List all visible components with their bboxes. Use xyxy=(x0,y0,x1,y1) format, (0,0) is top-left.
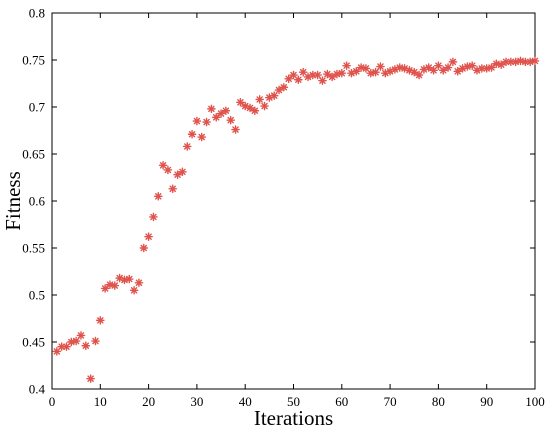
data-point xyxy=(52,347,62,356)
data-point xyxy=(76,331,86,340)
y-tick-label: 0.8 xyxy=(29,6,45,21)
data-point xyxy=(487,63,496,72)
x-tick-label: 90 xyxy=(480,394,493,409)
data-point xyxy=(207,104,216,114)
data-point xyxy=(429,66,438,75)
data-point xyxy=(81,341,91,351)
data-point xyxy=(100,284,110,293)
data-point xyxy=(289,70,298,80)
x-tick-label: 50 xyxy=(287,394,300,409)
data-point xyxy=(327,72,337,82)
y-tick-label: 0.6 xyxy=(29,194,46,209)
data-point xyxy=(221,106,231,116)
data-point xyxy=(134,278,144,288)
data-markers xyxy=(52,56,540,383)
y-tick-label: 0.45 xyxy=(22,335,45,350)
data-point xyxy=(124,274,134,284)
data-point xyxy=(318,76,327,85)
data-point xyxy=(448,57,458,67)
x-tick-label: 80 xyxy=(432,394,445,409)
data-point xyxy=(467,61,477,70)
data-point xyxy=(351,66,361,76)
data-point xyxy=(250,106,260,116)
data-point xyxy=(163,165,173,175)
data-point xyxy=(414,70,424,80)
data-point xyxy=(260,101,269,111)
data-point xyxy=(521,57,530,67)
data-point xyxy=(434,61,443,70)
data-point xyxy=(71,336,81,346)
data-point xyxy=(192,116,202,126)
data-point xyxy=(182,142,192,151)
data-point xyxy=(110,281,120,290)
data-point xyxy=(501,57,511,67)
data-point xyxy=(371,67,380,77)
data-point xyxy=(530,56,540,66)
data-point xyxy=(337,68,347,78)
data-point xyxy=(279,82,289,92)
data-point xyxy=(86,374,95,383)
data-point xyxy=(255,95,264,104)
data-point xyxy=(178,167,187,177)
data-point xyxy=(91,336,100,346)
data-point xyxy=(129,286,139,295)
data-point xyxy=(274,85,284,95)
data-point xyxy=(342,61,351,70)
data-point xyxy=(236,97,245,107)
data-point xyxy=(226,115,236,125)
x-tick-label: 70 xyxy=(384,394,397,409)
data-point xyxy=(284,74,293,84)
x-axis-title: Iterations xyxy=(254,406,333,430)
x-tick-label: 30 xyxy=(190,394,203,409)
data-point xyxy=(95,316,105,325)
y-tick-label: 0.55 xyxy=(22,241,45,256)
data-point xyxy=(139,243,149,253)
data-point xyxy=(294,75,303,85)
x-tick-label: 20 xyxy=(142,394,155,409)
data-point xyxy=(120,275,129,285)
data-point xyxy=(443,63,453,72)
data-point xyxy=(269,91,279,101)
y-axis-title: Fitness xyxy=(1,171,25,231)
y-tick-label: 0.4 xyxy=(29,382,46,397)
y-tick-label: 0.5 xyxy=(29,288,45,303)
data-point xyxy=(153,191,163,201)
data-point xyxy=(376,62,385,71)
x-tick-label: 100 xyxy=(525,394,545,409)
y-tick-label: 0.65 xyxy=(22,147,45,162)
data-point xyxy=(197,132,207,142)
x-tick-label: 10 xyxy=(94,394,107,409)
data-point xyxy=(187,129,197,139)
data-point xyxy=(477,64,487,73)
y-tick-label: 0.7 xyxy=(29,100,46,115)
axis-ticks: 0 10 20 30 40 50 60 70 80 90 100 0.4 0.45 0.5 0.55 0.6 0… xyxy=(22,6,545,410)
data-point xyxy=(463,62,472,71)
x-tick-label: 60 xyxy=(335,394,348,409)
x-tick-label: 0 xyxy=(49,394,56,409)
data-point xyxy=(231,125,240,134)
data-point xyxy=(298,67,308,77)
data-point xyxy=(168,184,178,194)
x-tick-label: 40 xyxy=(239,394,252,409)
data-point xyxy=(202,117,211,127)
data-point xyxy=(158,160,168,170)
data-point xyxy=(313,70,322,80)
data-point xyxy=(211,113,221,122)
data-point xyxy=(361,64,371,73)
data-point xyxy=(149,212,158,222)
data-point xyxy=(144,232,153,242)
data-point xyxy=(62,342,71,351)
y-tick-label: 0.75 xyxy=(22,53,45,68)
